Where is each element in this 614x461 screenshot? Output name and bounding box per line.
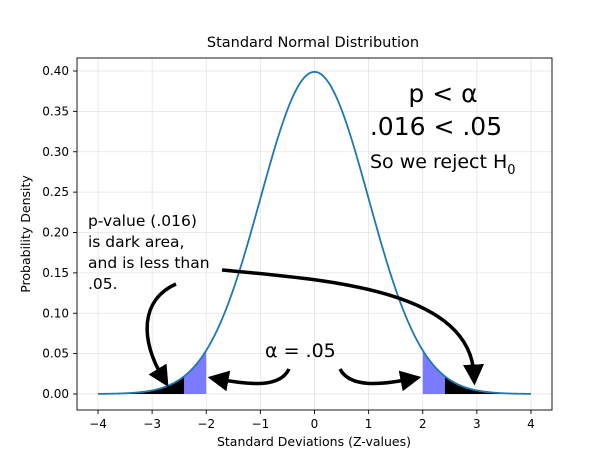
annotation-reject: So we reject H0 xyxy=(370,151,516,178)
annotation-values-compare: .016 < .05 xyxy=(370,112,502,141)
shaded-regions xyxy=(98,350,531,394)
annotation-reject-text: So we reject H xyxy=(370,151,507,173)
annotation-pvalue: p-value (.016) is dark area, and is less… xyxy=(88,212,210,293)
x-axis-label: Standard Deviations (Z-values) xyxy=(217,434,411,449)
y-tick-label: 0.20 xyxy=(42,226,69,240)
arrow-pvalue-right xyxy=(221,268,484,386)
y-tick-label: 0.05 xyxy=(42,347,69,361)
y-tick-label: 0.15 xyxy=(42,266,69,280)
annotation-pvalue-line: p-value (.016) xyxy=(88,212,197,230)
shaded-region-alpha xyxy=(184,350,207,394)
density-curve xyxy=(97,70,532,395)
annotation-pvalue-line: and is less than xyxy=(88,254,210,272)
y-axis-label: Probability Density xyxy=(18,175,33,293)
x-tick-label: 0 xyxy=(311,417,319,431)
y-tick-label: 0.40 xyxy=(42,64,69,78)
arrow-pvalue-left xyxy=(145,282,177,387)
y-tick-label: 0.25 xyxy=(42,185,69,199)
x-tick-label: 2 xyxy=(419,417,427,431)
x-tick-label: −3 xyxy=(143,417,161,431)
x-tick-label: 3 xyxy=(473,417,481,431)
y-tick-label: 0.00 xyxy=(42,387,69,401)
shaded-region-p-value xyxy=(98,376,185,394)
annotation-pvalue-line: .05. xyxy=(88,275,118,293)
x-tick-label: −1 xyxy=(252,417,270,431)
annotation-alpha: α = .05 xyxy=(265,340,336,362)
x-tick-label: 4 xyxy=(527,417,535,431)
x-axis-ticks: −4 −3 −2 −1 0 1 2 3 4 xyxy=(89,410,535,431)
shaded-region-alpha xyxy=(422,350,445,394)
annotation-p-lt-alpha: p < α xyxy=(408,79,477,108)
y-tick-label: 0.10 xyxy=(42,306,69,320)
y-tick-label: 0.35 xyxy=(42,104,69,118)
annotation-pvalue-line: is dark area, xyxy=(88,233,184,251)
arrow-alpha-right xyxy=(338,368,422,392)
x-tick-label: 1 xyxy=(365,417,373,431)
shaded-region-p-value xyxy=(444,376,531,394)
arrow-alpha-left xyxy=(207,368,291,392)
y-tick-label: 0.30 xyxy=(42,145,69,159)
chart-title: Standard Normal Distribution xyxy=(207,35,419,51)
x-tick-label: −2 xyxy=(197,417,215,431)
x-tick-label: −4 xyxy=(89,417,107,431)
y-axis-ticks: 0.00 0.05 0.10 0.15 0.20 0.25 0.30 0.35 0.40 xyxy=(42,64,77,401)
annotation-reject-subscript: 0 xyxy=(507,163,515,178)
